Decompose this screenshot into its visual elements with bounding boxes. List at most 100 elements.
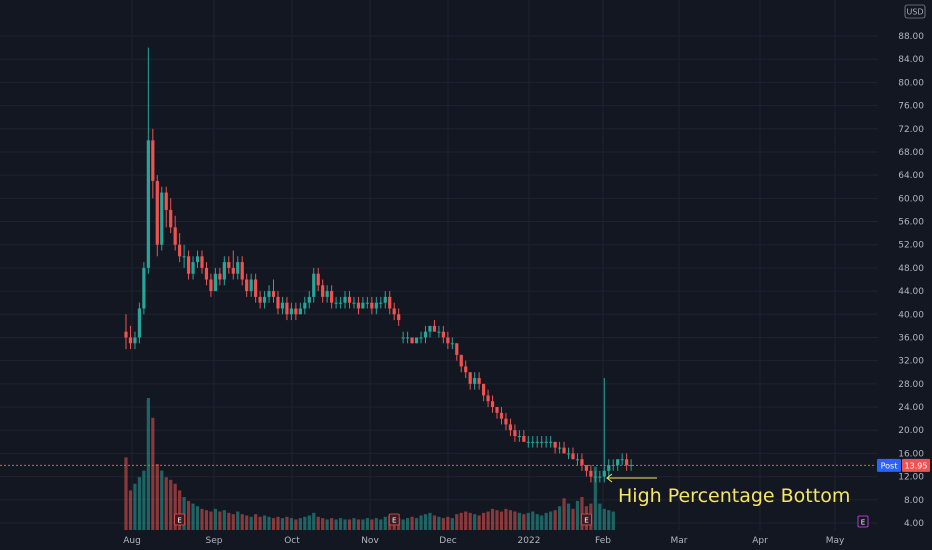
volume-bar [571, 508, 575, 530]
candle-body [625, 459, 629, 466]
earnings-marker-box [388, 513, 400, 526]
volume-bar [312, 512, 316, 530]
candle-body [566, 453, 571, 455]
time-axis[interactable]: Aug Sep Oct Nov Dec 2022 Feb Mar Apr May [123, 536, 845, 546]
volume-bar [133, 483, 137, 530]
earnings-marker-label: E [177, 517, 181, 525]
volume-bar [338, 518, 343, 530]
volume-bar [267, 516, 271, 530]
last-price-badge: Post 13.95 [877, 458, 930, 472]
candle-body [186, 256, 191, 274]
volume-bar [200, 508, 204, 530]
volume-bar [446, 516, 450, 530]
price-badge-value: 13.95 [905, 461, 928, 470]
candle-body [414, 337, 419, 344]
candle-body [423, 331, 428, 338]
volume-bar [607, 510, 611, 530]
price-tick: 20.00 [898, 426, 924, 436]
candle-body [133, 337, 137, 344]
volume-bar [406, 518, 410, 530]
volume-bar [334, 519, 338, 530]
candle-body [258, 296, 262, 303]
candle-body [513, 430, 517, 437]
volume-bar [325, 519, 329, 530]
volume-bar [124, 457, 128, 530]
volume-bar [236, 511, 240, 530]
candle-body [204, 267, 209, 280]
price-tick: 76.00 [898, 102, 924, 112]
volume-bar [553, 510, 557, 530]
volume-bar [383, 516, 387, 530]
candle-body [334, 302, 338, 304]
volume-bar [343, 519, 347, 530]
volume-bar [155, 464, 159, 530]
volume-bar [361, 519, 365, 530]
volume-bar [602, 508, 606, 530]
earnings-marker-box [857, 515, 869, 528]
candle-body [316, 273, 320, 286]
price-tick: 44.00 [898, 287, 924, 297]
candle-body [321, 285, 325, 297]
volume-bar [254, 514, 258, 530]
candle-body [128, 337, 133, 344]
volume-bar [513, 511, 517, 530]
price-tick: 88.00 [898, 32, 924, 42]
price-tick: 40.00 [898, 310, 924, 320]
price-tick: 28.00 [898, 380, 924, 390]
price-tick: 48.00 [898, 264, 924, 274]
price-tick: 16.00 [898, 449, 924, 459]
volume-bar [142, 470, 146, 530]
candle-body [178, 244, 182, 257]
candle-body [213, 273, 217, 292]
candle-body [379, 302, 383, 304]
candle-body [495, 407, 499, 413]
volume-bar [477, 515, 481, 530]
time-tick: Aug [123, 536, 141, 546]
candle-body [522, 436, 526, 442]
candle-body [383, 296, 387, 303]
price-tick: 4.00 [904, 519, 924, 529]
volume-bar [379, 519, 383, 530]
candle-body [508, 424, 513, 431]
volume-bar [450, 518, 454, 530]
candle-body [347, 296, 352, 303]
volume-bar [410, 516, 414, 530]
candle-body [571, 453, 575, 460]
volume-bar [508, 510, 513, 530]
volume-bar [504, 508, 508, 530]
candle-body [437, 331, 441, 333]
volume-bar [535, 514, 539, 530]
price-tick: 12.00 [898, 473, 924, 483]
volume-bar [209, 511, 213, 530]
time-tick: Nov [361, 536, 379, 546]
volume-bar [276, 516, 280, 530]
candle-body [137, 308, 142, 338]
volume-bar [557, 506, 562, 530]
candle-body [303, 302, 307, 309]
candle-body [419, 337, 423, 339]
volume-bar [526, 512, 530, 530]
volume-bar [611, 511, 615, 530]
currency-label[interactable]: USD [904, 4, 926, 19]
candle-body [584, 465, 589, 471]
volume-bar [262, 515, 267, 530]
volume-bar [531, 511, 535, 530]
volume-bar [191, 503, 195, 530]
candle-body [254, 279, 258, 297]
candle-body [209, 279, 213, 292]
price-axis[interactable]: 88.00 84.00 80.00 76.00 72.00 68.00 64.00 60.00… [898, 32, 924, 529]
volume-bar [522, 514, 526, 530]
price-tick: 68.00 [898, 148, 924, 158]
candle-body [155, 180, 159, 245]
time-tick: 2022 [518, 536, 541, 546]
volume-bar [401, 519, 405, 530]
candle-body [441, 331, 445, 338]
candle-body [245, 279, 249, 292]
volume-bar [593, 466, 597, 530]
candle-body [392, 308, 396, 315]
post-badge-label: Post [881, 461, 898, 470]
candle-body [298, 308, 302, 315]
price-tick: 72.00 [898, 125, 924, 135]
